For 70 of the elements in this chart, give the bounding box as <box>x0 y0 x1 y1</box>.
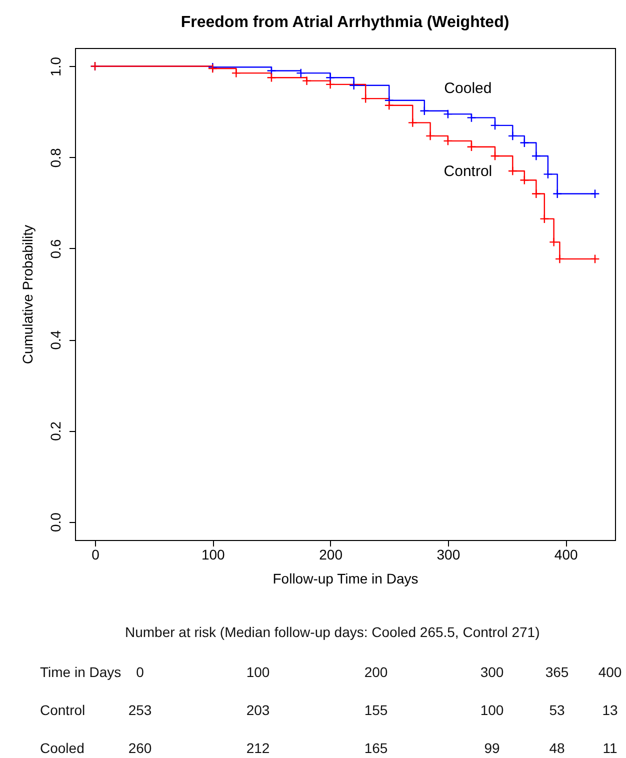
point <box>349 80 359 90</box>
y-tick-label: 0.8 <box>48 148 64 168</box>
point <box>590 254 600 264</box>
y-tick-label: 0.4 <box>48 330 64 350</box>
text: 53 <box>549 702 565 718</box>
text: 212 <box>246 740 270 756</box>
point <box>508 131 518 141</box>
point <box>266 66 276 76</box>
y-tick-label: 0.0 <box>48 512 64 532</box>
text: 99 <box>484 740 500 756</box>
text: 300 <box>480 664 504 680</box>
x-tick-label: 0 <box>92 546 100 562</box>
point <box>552 188 562 199</box>
point <box>231 68 241 78</box>
point <box>520 175 530 185</box>
text: 100 <box>246 664 270 680</box>
text: 48 <box>549 740 565 756</box>
text: 260 <box>128 740 152 756</box>
point <box>466 142 476 152</box>
point <box>408 118 418 128</box>
point <box>490 151 500 161</box>
text: 165 <box>364 740 388 756</box>
point <box>384 100 394 110</box>
point <box>549 237 559 247</box>
text: 0 <box>136 664 144 680</box>
text: 200 <box>364 664 388 680</box>
point <box>360 94 370 104</box>
text: 100 <box>480 702 504 718</box>
y-tick-label: 0.2 <box>48 421 64 441</box>
point <box>326 80 336 90</box>
point <box>420 106 430 116</box>
text: 155 <box>364 702 388 718</box>
point <box>531 151 541 161</box>
text: Control <box>40 702 86 718</box>
point <box>266 72 276 82</box>
chart-title: Freedom from Atrial Arrhythmia (Weighted) <box>180 14 510 31</box>
point <box>443 109 453 119</box>
text: Time in Days <box>40 664 122 680</box>
x-tick-label: 400 <box>554 546 578 562</box>
text: 365 <box>545 664 569 680</box>
y-tick-label: 1.0 <box>48 56 64 76</box>
series-label: Control <box>444 162 492 180</box>
x-tick-label: 100 <box>201 546 226 562</box>
text: Cooled <box>40 740 84 756</box>
x-tick-label: 200 <box>319 546 343 562</box>
point <box>466 112 476 122</box>
point <box>326 72 336 82</box>
point <box>443 136 453 146</box>
point <box>426 131 436 141</box>
x-tick-label: 300 <box>436 546 460 562</box>
text: 203 <box>246 702 270 718</box>
point <box>490 120 500 130</box>
y-axis-title: Cumulative Probability <box>20 224 36 364</box>
text: 11 <box>602 740 618 756</box>
text: 13 <box>602 702 618 718</box>
series-label: Cooled <box>444 80 492 98</box>
point <box>540 214 550 224</box>
point <box>590 188 600 199</box>
text: 253 <box>128 702 152 718</box>
point <box>554 254 564 264</box>
point <box>531 188 541 199</box>
point <box>302 76 312 86</box>
point <box>508 166 518 176</box>
text: 400 <box>598 664 622 680</box>
point <box>296 68 306 78</box>
point <box>520 138 530 148</box>
y-tick-label: 0.6 <box>48 239 64 259</box>
x-axis-title: Follow-up Time in Days <box>272 570 418 586</box>
point <box>543 169 553 179</box>
text: Number at risk (Median follow-up days: Cooled 265.5, Control 271) <box>125 624 540 640</box>
